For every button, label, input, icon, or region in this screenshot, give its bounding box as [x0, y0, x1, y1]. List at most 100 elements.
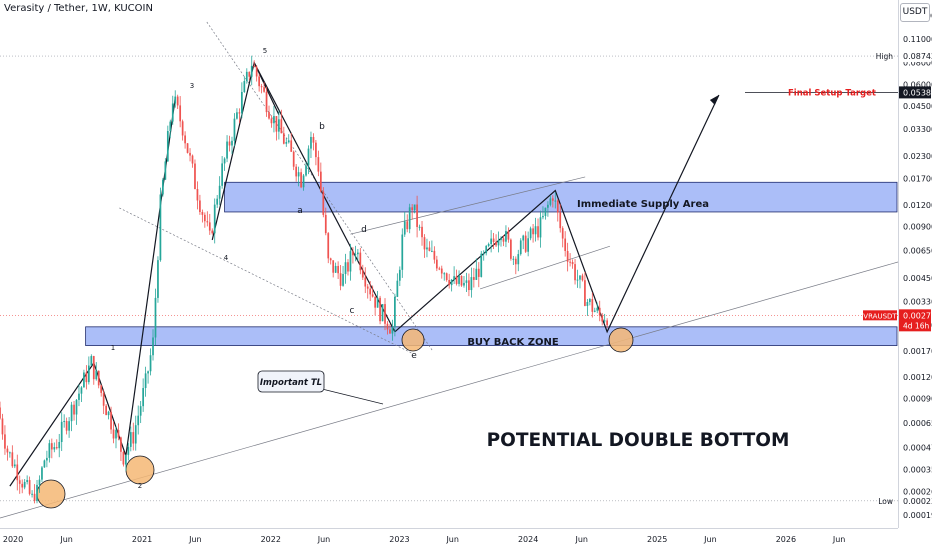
candle-body [559, 212, 562, 229]
candle-body [339, 273, 342, 286]
candle-body [426, 247, 428, 250]
candle-body [282, 133, 285, 144]
chart-title: Verasity / Tether, 1W, KUCOIN [4, 3, 153, 14]
candle-body [1, 418, 4, 435]
candle-body [166, 131, 169, 162]
candle-body [278, 119, 280, 132]
candle-body [369, 288, 372, 295]
rising-lower-line [479, 245, 611, 290]
candle-body [100, 385, 103, 393]
candle-body [223, 158, 226, 164]
candle-body [189, 152, 191, 156]
candle-body [90, 356, 93, 366]
candle-body [50, 443, 53, 450]
candle-body [194, 163, 196, 190]
candle-body [169, 121, 172, 132]
candle-body [586, 302, 589, 306]
buyback-zone-label: BUY BACK ZONE [467, 337, 559, 348]
candle-body [18, 480, 21, 484]
candle-body [4, 434, 6, 449]
candle-body [547, 204, 549, 208]
candle-body [428, 247, 431, 251]
candle-body [394, 296, 396, 328]
candle-body [191, 155, 194, 164]
candle-body [248, 71, 251, 77]
candle-body [92, 356, 95, 380]
candle-body [517, 254, 520, 265]
currency-badge[interactable]: USDT [900, 3, 930, 22]
axis-tags: High 0.08742 Low 0.00023 0.05382 VRAUSDT 0.002… [863, 50, 932, 507]
wave-label: e [411, 351, 417, 361]
high-label: High [876, 52, 893, 61]
candle-body [389, 329, 391, 334]
double-bottom-path [394, 94, 720, 334]
low-label: Low [878, 497, 893, 506]
time-tick-label: 2024 [518, 535, 538, 544]
candle-body [233, 118, 236, 141]
candle-body [593, 310, 596, 312]
candle-body [505, 231, 507, 242]
wave-label: a [297, 206, 303, 216]
candle-body [438, 268, 441, 270]
candle-body [305, 165, 307, 176]
time-tick-label: Jun [574, 535, 588, 544]
candle-body [502, 238, 505, 242]
candle-body [344, 262, 347, 274]
candle-body [596, 307, 599, 311]
candle-body [475, 268, 478, 280]
candle-body [300, 172, 302, 188]
wave-5-e-line [253, 62, 396, 333]
candle-body [11, 452, 14, 467]
candle-body [352, 251, 354, 256]
candle-body [364, 277, 367, 287]
countdown-label: 4d 16h [903, 321, 929, 330]
candle-body [386, 323, 389, 330]
candle-body [591, 299, 594, 312]
candle-body [238, 112, 241, 114]
candle-body [258, 76, 261, 87]
candle-body [450, 279, 453, 286]
candle-body [36, 484, 38, 501]
high-value: 0.08742 [903, 52, 932, 61]
candle-body [68, 421, 70, 431]
candle-body [601, 315, 604, 322]
price-tick-label: 0.00035 [903, 465, 932, 474]
tl-callout-pointer [317, 387, 384, 405]
candle-body [519, 240, 522, 255]
candle-body [349, 251, 352, 272]
candle-body [31, 493, 33, 495]
candle-body [280, 119, 283, 134]
candle-body [137, 415, 140, 426]
candle-body [255, 66, 258, 77]
candle-body [529, 228, 532, 239]
target-arrowhead [709, 94, 719, 105]
rising-upper-line [350, 176, 586, 235]
wave-label: c [350, 306, 355, 316]
high-value-bg [899, 50, 931, 63]
candle-body [43, 460, 46, 468]
candle-body [179, 105, 182, 122]
candle-body [534, 226, 537, 235]
candle-body [164, 161, 167, 180]
candle-body [539, 217, 542, 238]
candle-body [253, 65, 256, 67]
candle-body [176, 96, 179, 106]
candle-body [576, 279, 579, 281]
candle-body [245, 71, 248, 82]
candle-body [554, 200, 557, 202]
candle-body [366, 286, 369, 289]
candle-body [492, 238, 495, 242]
time-tick-label: Jun [188, 535, 202, 544]
lower-channel-line [119, 207, 413, 354]
candle-body [218, 185, 221, 199]
candle-body [80, 387, 83, 394]
candle-body [112, 429, 115, 439]
candle-body [463, 282, 465, 286]
wave-label: 4 [224, 254, 229, 262]
candle-body [584, 280, 586, 306]
